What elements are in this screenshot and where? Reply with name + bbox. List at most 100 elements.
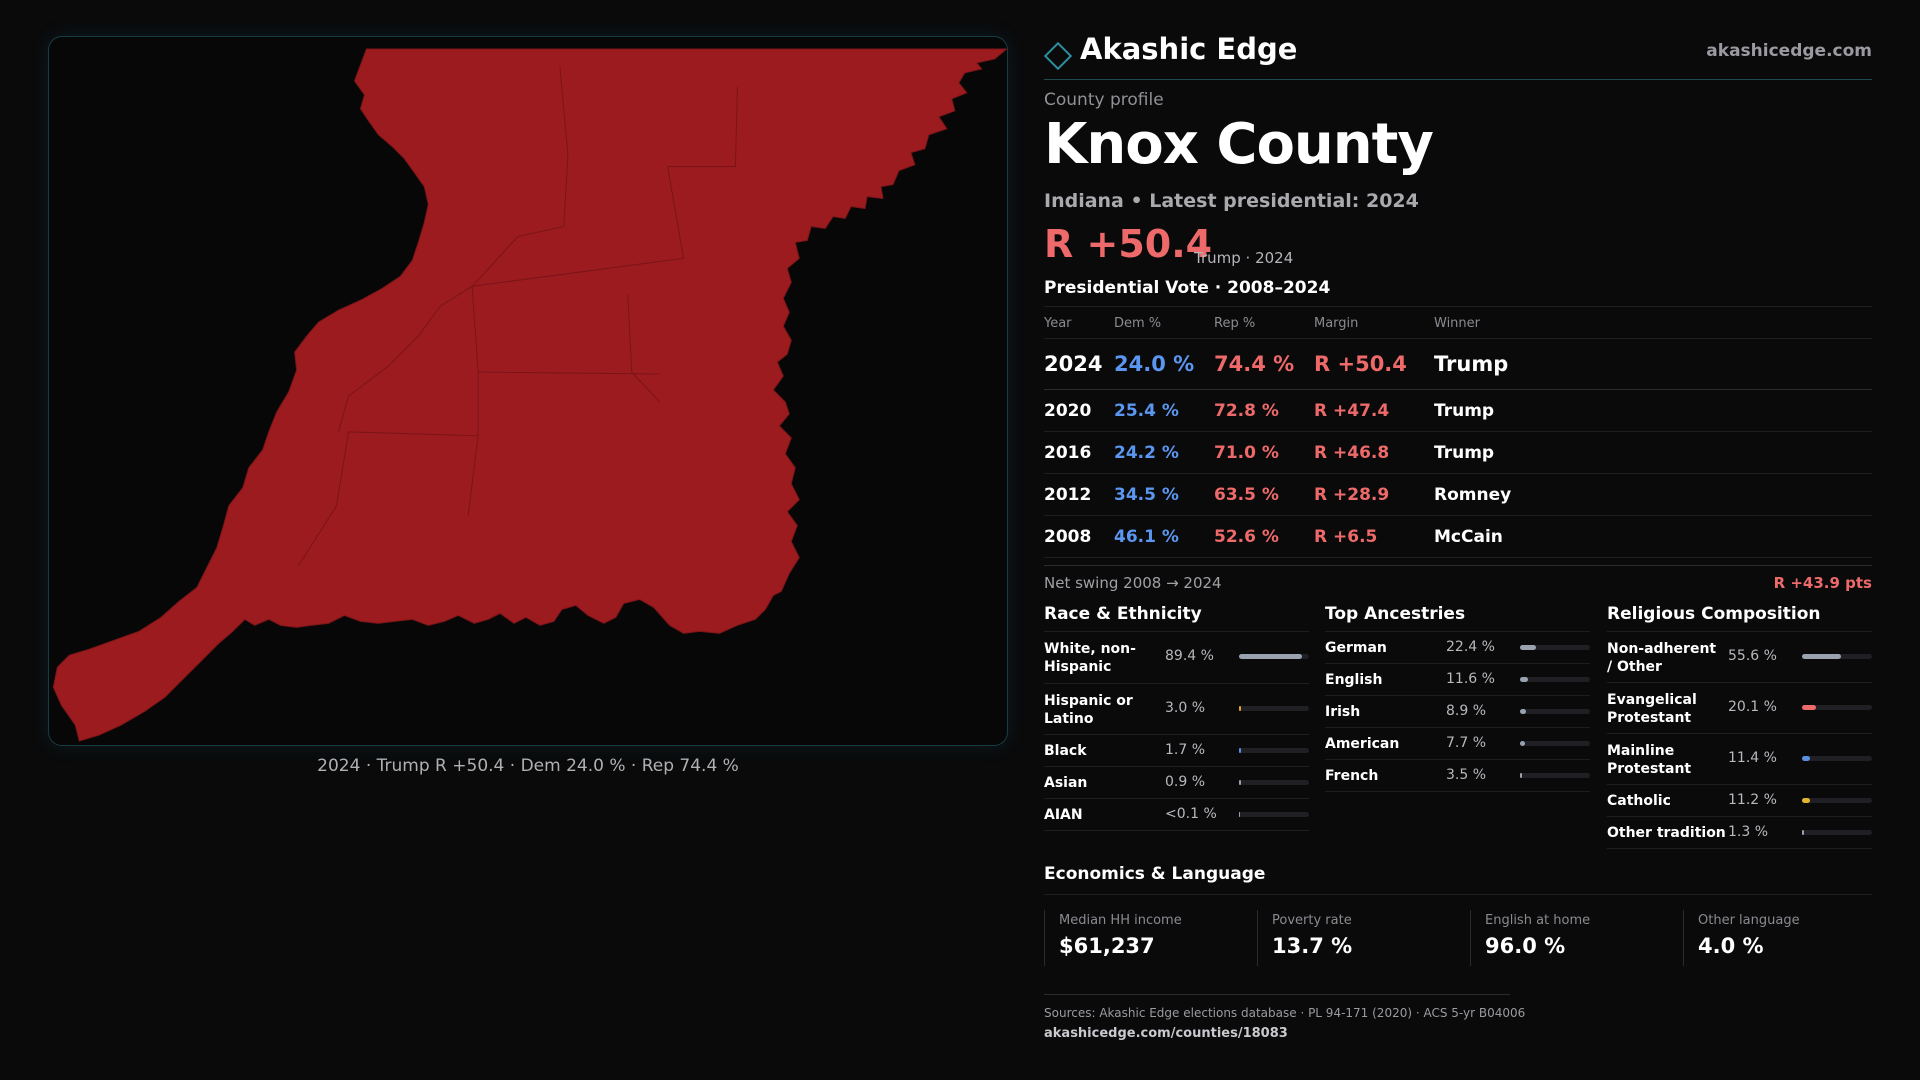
item-label: Asian: [1044, 775, 1088, 791]
profile-eyebrow: County profile: [1044, 90, 1164, 110]
row-dem: 24.2 %: [1114, 443, 1179, 463]
item-value: 3.5 %: [1446, 767, 1487, 783]
stat-value: 96.0 %: [1485, 934, 1566, 958]
list-item: Evangelical Protestant 20.1 %: [1607, 683, 1872, 734]
share-bar-fill: [1520, 709, 1527, 714]
row-dem: 34.5 %: [1114, 485, 1179, 505]
county-subtitle: Indiana • Latest presidential: 2024: [1044, 190, 1419, 212]
list-item: Asian 0.9 %: [1044, 767, 1309, 799]
list-item: Catholic 11.2 %: [1607, 785, 1872, 817]
row-winner: McCain: [1434, 527, 1503, 547]
list-item: AIAN <0.1 %: [1044, 799, 1309, 831]
net-swing-value: R +43.9 pts: [1773, 574, 1872, 592]
item-value: 55.6 %: [1728, 648, 1777, 664]
list-item: Other tradition 1.3 %: [1607, 817, 1872, 849]
religion-panel: Religious Composition Non-adherent / Oth…: [1607, 600, 1872, 849]
stat-value: $61,237: [1059, 934, 1155, 958]
row-dem: 25.4 %: [1114, 401, 1179, 421]
share-bar: [1520, 709, 1590, 714]
share-bar-fill: [1802, 705, 1817, 710]
county-map[interactable]: [48, 36, 1008, 746]
share-bar: [1802, 654, 1872, 659]
presidential-vote-title: Presidential Vote · 2008–2024: [1044, 278, 1331, 298]
share-bar-fill: [1520, 677, 1529, 682]
row-year: 2008: [1044, 527, 1092, 547]
share-bar: [1239, 748, 1309, 753]
item-label: White, non-Hispanic: [1044, 641, 1136, 675]
ancestries-title: Top Ancestries: [1325, 600, 1590, 632]
item-label: German: [1325, 640, 1387, 656]
header-year: Year: [1044, 316, 1072, 331]
list-item: American 7.7 %: [1325, 728, 1590, 760]
share-bar-fill: [1239, 748, 1241, 753]
table-row: 2012 34.5 % 63.5 % R +28.9 Romney: [1044, 474, 1872, 516]
table-row: 2020 25.4 % 72.8 % R +47.4 Trump: [1044, 390, 1872, 432]
township-boundaries: [298, 66, 738, 566]
share-bar-fill: [1520, 773, 1523, 778]
item-label: Catholic: [1607, 793, 1671, 809]
diamond-logo-icon: [1043, 41, 1073, 71]
economics-title: Economics & Language: [1044, 864, 1266, 884]
list-item: Non-adherent / Other 55.6 %: [1607, 632, 1872, 683]
profile-panel: Akashic Edge akashicedge.com County prof…: [1043, 0, 1872, 1080]
brand-name: Akashic Edge: [1080, 32, 1298, 66]
item-value: 11.2 %: [1728, 792, 1777, 808]
county-shape[interactable]: [52, 48, 1007, 742]
row-margin: R +47.4: [1314, 401, 1390, 421]
sources-text: Sources: Akashic Edge elections database…: [1044, 1006, 1526, 1020]
share-bar-fill: [1520, 645, 1536, 650]
row-dem: 46.1 %: [1114, 527, 1179, 547]
item-value: 7.7 %: [1446, 735, 1487, 751]
share-bar: [1520, 773, 1590, 778]
list-item: White, non-Hispanic 89.4 %: [1044, 632, 1309, 684]
item-value: 3.0 %: [1165, 700, 1206, 716]
share-bar: [1239, 812, 1309, 817]
item-value: 1.3 %: [1728, 824, 1769, 840]
item-value: 1.7 %: [1165, 742, 1206, 758]
item-value: 20.1 %: [1728, 699, 1777, 715]
county-map-svg: [52, 48, 1007, 742]
brand-url-link[interactable]: akashicedge.com: [1706, 41, 1872, 61]
share-bar: [1239, 706, 1309, 711]
row-rep: 74.4 %: [1214, 352, 1295, 376]
row-margin: R +6.5: [1314, 527, 1378, 547]
list-item: Irish 8.9 %: [1325, 696, 1590, 728]
row-rep: 63.5 %: [1214, 485, 1279, 505]
share-bar: [1520, 741, 1590, 746]
share-bar-fill: [1802, 756, 1810, 761]
race-ethnicity-title: Race & Ethnicity: [1044, 600, 1309, 632]
share-bar: [1520, 677, 1590, 682]
header-winner: Winner: [1434, 316, 1481, 331]
row-winner: Romney: [1434, 485, 1512, 505]
share-bar-fill: [1239, 812, 1240, 817]
table-row: 2016 24.2 % 71.0 % R +46.8 Trump: [1044, 432, 1872, 474]
list-item: Mainline Protestant 11.4 %: [1607, 734, 1872, 785]
item-label: French: [1325, 768, 1379, 784]
row-margin: R +50.4: [1314, 352, 1407, 376]
stat-label: English at home: [1485, 913, 1591, 928]
stat-card-income: Median HH income $61,237: [1044, 910, 1244, 966]
row-dem: 24.0 %: [1114, 352, 1195, 376]
item-label: Evangelical Protestant: [1607, 692, 1697, 726]
share-bar: [1802, 705, 1872, 710]
row-winner: Trump: [1434, 443, 1495, 463]
list-item: German 22.4 %: [1325, 632, 1590, 664]
share-bar: [1239, 780, 1309, 785]
item-value: 89.4 %: [1165, 648, 1214, 664]
source-url-link[interactable]: akashicedge.com/counties/18083: [1044, 1026, 1288, 1041]
item-label: Other tradition: [1607, 825, 1726, 841]
item-label: Black: [1044, 743, 1087, 759]
share-bar: [1802, 830, 1872, 835]
item-label: AIAN: [1044, 807, 1083, 823]
stat-card-english: English at home 96.0 %: [1470, 910, 1670, 966]
share-bar-fill: [1520, 741, 1526, 746]
stat-card-poverty: Poverty rate 13.7 %: [1257, 910, 1457, 966]
net-swing-row: Net swing 2008 → 2024 R +43.9 pts: [1044, 565, 1872, 595]
item-value: <0.1 %: [1165, 806, 1217, 822]
stat-value: 4.0 %: [1698, 934, 1764, 958]
row-year: 2024: [1044, 352, 1103, 376]
share-bar: [1520, 645, 1590, 650]
share-bar-fill: [1239, 780, 1241, 785]
table-row: 2024 24.0 % 74.4 % R +50.4 Trump: [1044, 339, 1872, 390]
item-value: 8.9 %: [1446, 703, 1487, 719]
